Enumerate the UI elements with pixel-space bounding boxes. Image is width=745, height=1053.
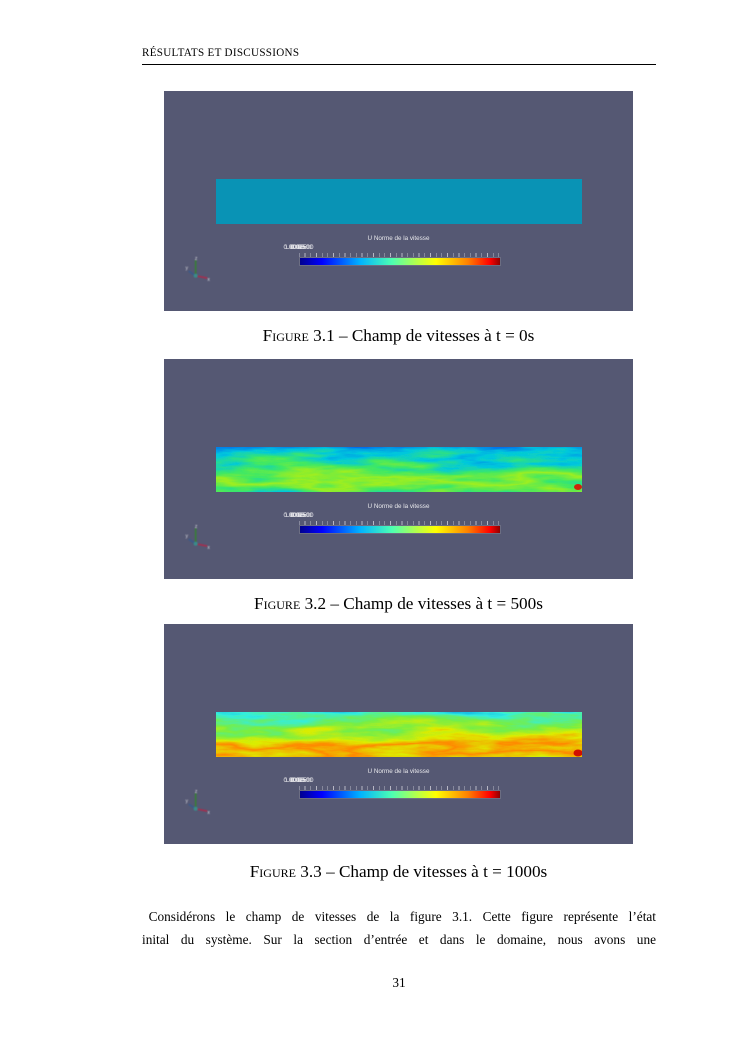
svg-text:y: y <box>186 534 189 540</box>
svg-text:y: y <box>186 799 189 805</box>
svg-text:x: x <box>207 545 210 550</box>
svg-text:x: x <box>207 810 210 815</box>
svg-text:z: z <box>195 789 198 795</box>
svg-text:z: z <box>195 524 198 530</box>
svg-text:y: y <box>186 266 189 272</box>
svg-text:z: z <box>195 256 198 262</box>
svg-text:x: x <box>207 277 210 282</box>
